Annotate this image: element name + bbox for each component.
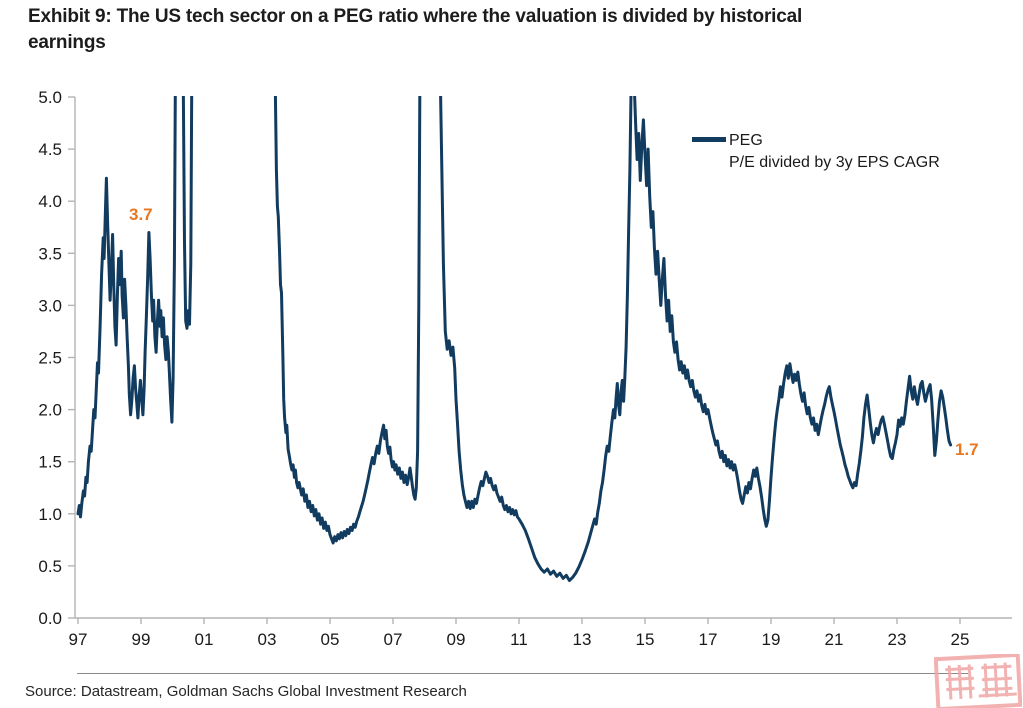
x-tick-label: 09 (447, 630, 466, 649)
x-tick-label: 97 (69, 630, 88, 649)
legend-sublabel: P/E divided by 3y EPS CAGR (729, 154, 940, 171)
x-tick-label: 03 (258, 630, 277, 649)
y-tick-label: 1.5 (38, 453, 62, 472)
x-tick-label: 15 (636, 630, 655, 649)
annotation-peak-3-7: 3.7 (129, 205, 153, 224)
tick-labels: 5.0 4.5 4.0 3.5 3.0 2.5 2.0 1.5 1.0 0.5 0.0 97 99 01 0… (38, 88, 969, 649)
x-tick-label: 23 (888, 630, 907, 649)
x-tick-label: 05 (321, 630, 340, 649)
x-tick-label: 19 (762, 630, 781, 649)
legend-label: PEG (729, 132, 763, 149)
axes (68, 96, 1012, 624)
y-tick-label: 3.5 (38, 244, 62, 263)
x-tick-label: 21 (825, 630, 844, 649)
y-tick-label: 0.0 (38, 609, 62, 628)
title-line2: earnings (28, 32, 106, 53)
y-tick-label: 5.0 (38, 88, 62, 107)
y-tick-label: 0.5 (38, 557, 62, 576)
y-tick-label: 3.0 (38, 296, 62, 315)
annotation-latest-1-7: 1.7 (955, 440, 979, 459)
footer-divider (77, 673, 968, 674)
title-line1: Exhibit 9: The US tech sector on a PEG r… (28, 6, 803, 27)
x-tick-label: 13 (573, 630, 592, 649)
x-tick-label: 99 (132, 630, 151, 649)
y-tick-label: 1.0 (38, 505, 62, 524)
peg-line (76, 96, 953, 582)
x-tick-label: 01 (195, 630, 214, 649)
y-tick-label: 4.0 (38, 192, 62, 211)
source-text: Source: Datastream, Goldman Sachs Global… (25, 683, 467, 700)
page-title: Exhibit 9: The US tech sector on a PEG r… (28, 4, 988, 56)
legend: PEG P/E divided by 3y EPS CAGR (692, 130, 940, 174)
x-tick-label: 11 (510, 630, 528, 649)
x-tick-label: 25 (951, 630, 970, 649)
red-stamp-watermark-icon (934, 654, 1022, 708)
x-tick-label: 07 (384, 630, 403, 649)
y-tick-label: 2.0 (38, 401, 62, 420)
peg-line-swatch-icon (692, 137, 726, 142)
x-tick-label: 17 (699, 630, 718, 649)
y-tick-label: 4.5 (38, 140, 62, 159)
y-tick-label: 2.5 (38, 349, 62, 368)
